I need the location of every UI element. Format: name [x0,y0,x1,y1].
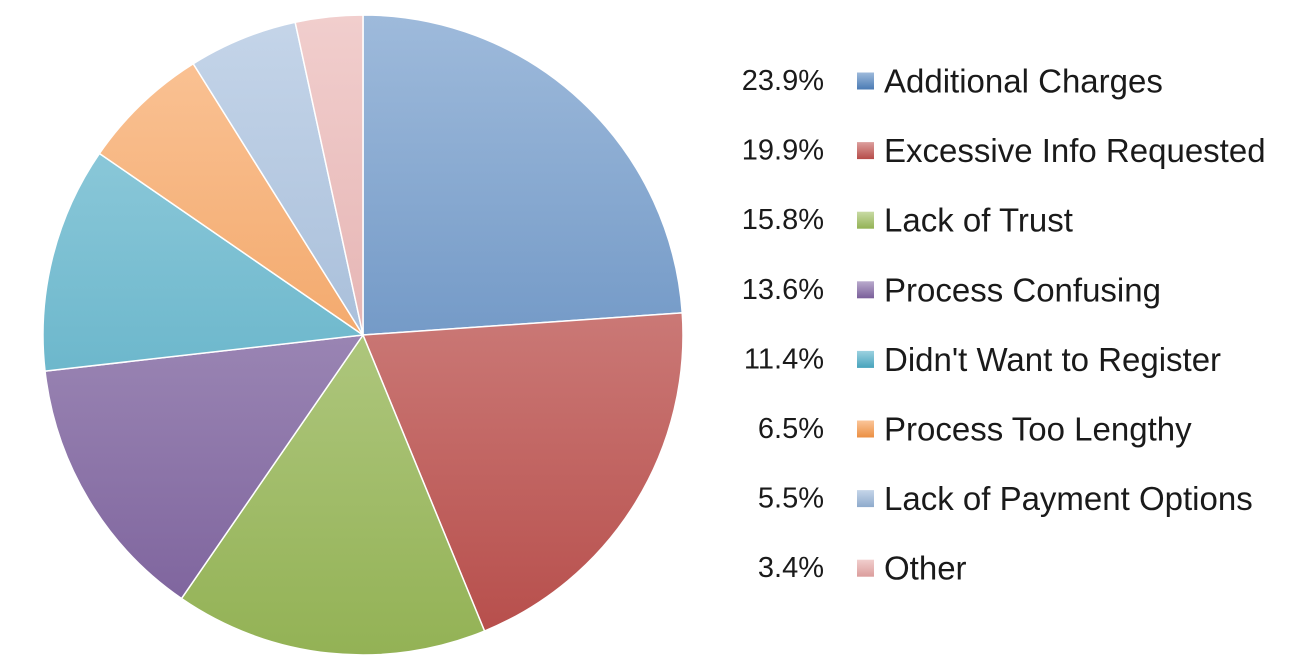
legend-swatch-didn-t-want-to-register [857,350,874,368]
data-label-additional-charges: 23.9% [742,65,824,97]
legend-label-didn-t-want-to-register: Didn't Want to Register [884,341,1221,378]
legend: 23.9% Additional Charges 19.9% Excessive In… [742,63,1266,587]
pie-slice-other [294,14,364,336]
legend-row-lack-of-trust: 15.8% Lack of Trust [742,202,1073,239]
legend-label-other: Other [884,550,967,587]
legend-label-process-too-lengthy: Process Too Lengthy [884,411,1192,448]
pie-slices [42,14,684,656]
pie-slice-additional-charges [362,14,683,336]
legend-label-lack-of-payment-options: Lack of Payment Options [884,480,1253,517]
legend-swatch-additional-charges [857,72,874,90]
legend-row-other: 3.4% Other [758,550,967,587]
legend-swatch-excessive-info-requested [857,142,874,160]
legend-row-lack-of-payment-options: 5.5% Lack of Payment Options [758,480,1253,517]
legend-row-process-too-lengthy: 6.5% Process Too Lengthy [758,411,1192,448]
pie-slice-lack-of-trust [180,334,486,656]
legend-row-additional-charges: 23.9% Additional Charges [742,63,1163,100]
data-label-lack-of-trust: 15.8% [742,204,824,236]
legend-swatch-other [857,559,874,577]
pie-slice-didn-t-want-to-register [42,152,364,372]
legend-label-excessive-info-requested: Excessive Info Requested [884,132,1266,169]
data-label-lack-of-payment-options: 5.5% [758,483,824,515]
legend-label-lack-of-trust: Lack of Trust [884,202,1073,239]
legend-swatch-lack-of-payment-options [857,490,874,508]
pie-slice-process-confusing [44,334,364,600]
legend-row-didn-t-want-to-register: 11.4% Didn't Want to Register [744,341,1221,378]
legend-row-process-confusing: 13.6% Process Confusing [742,271,1161,308]
data-label-process-confusing: 13.6% [742,274,824,306]
data-label-didn-t-want-to-register: 11.4% [744,343,824,375]
legend-swatch-process-confusing [857,281,874,299]
legend-label-additional-charges: Additional Charges [884,63,1163,100]
legend-row-excessive-info-requested: 19.9% Excessive Info Requested [742,132,1266,169]
pie-slice-excessive-info-requested [362,312,684,632]
data-label-process-too-lengthy: 6.5% [758,413,824,445]
legend-label-process-confusing: Process Confusing [884,271,1161,308]
legend-swatch-lack-of-trust [857,211,874,229]
data-label-excessive-info-requested: 19.9% [742,135,824,167]
legend-swatch-process-too-lengthy [857,420,874,438]
data-label-other: 3.4% [758,552,824,584]
pie-slice-process-too-lengthy [98,62,364,336]
